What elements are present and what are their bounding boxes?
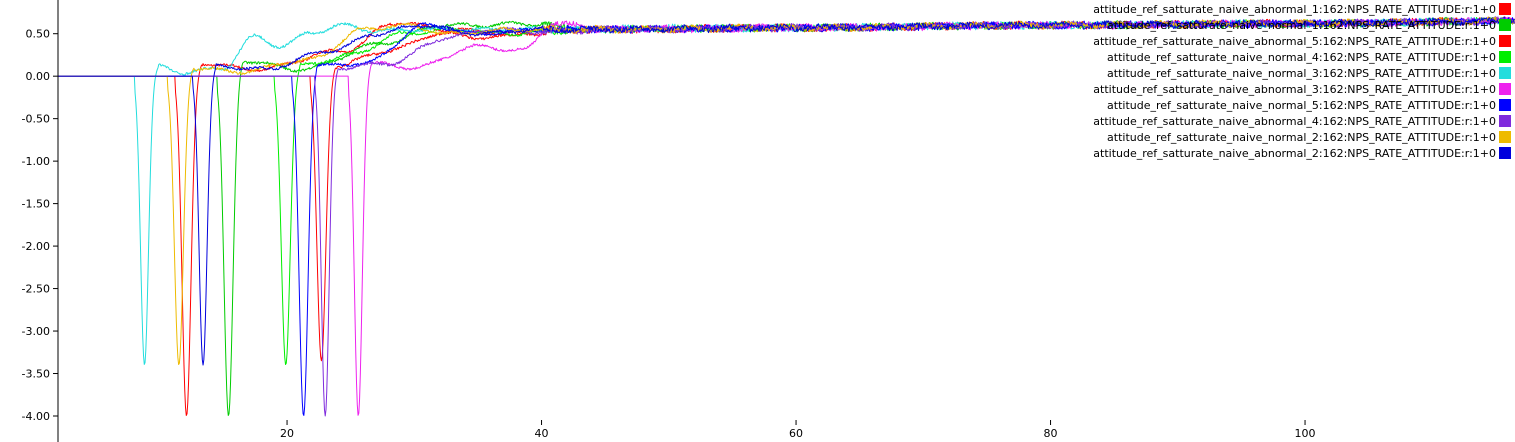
legend-label-4: attitude_ref_satturate_naive_normal_4:16… [1107, 51, 1496, 64]
x-tick-label: 20 [280, 427, 294, 440]
series-line-10 [58, 17, 1515, 366]
legend-swatch-3 [1499, 35, 1511, 47]
y-tick-label: -1.50 [22, 198, 50, 211]
y-tick-label: 0.50 [26, 28, 51, 41]
legend-label-7: attitude_ref_satturate_naive_normal_5:16… [1107, 99, 1496, 112]
x-tick-label: 60 [789, 427, 803, 440]
y-tick-label: -2.00 [22, 240, 50, 253]
y-tick-label: -1.00 [22, 155, 50, 168]
y-tick-label: -3.50 [22, 368, 50, 381]
y-tick-label: -2.50 [22, 283, 50, 296]
legend-label-5: attitude_ref_satturate_naive_normal_3:16… [1107, 67, 1496, 80]
legend-label-6: attitude_ref_satturate_naive_abnormal_3:… [1093, 83, 1496, 96]
legend-label-9: attitude_ref_satturate_naive_normal_2:16… [1107, 131, 1496, 144]
x-tick-label: 40 [535, 427, 549, 440]
legend-swatch-9 [1499, 131, 1511, 143]
x-tick-label: 80 [1044, 427, 1058, 440]
legend-swatch-2 [1499, 19, 1511, 31]
legend-swatch-4 [1499, 51, 1511, 63]
legend-swatch-7 [1499, 99, 1511, 111]
y-tick-label: 0.00 [26, 70, 51, 83]
legend-label-3: attitude_ref_satturate_naive_abnormal_5:… [1093, 35, 1496, 48]
legend-label-8: attitude_ref_satturate_naive_abnormal_4:… [1093, 115, 1496, 128]
legend: attitude_ref_satturate_naive_abnormal_1:… [1093, 3, 1511, 160]
series-line-9 [58, 16, 1515, 366]
legend-swatch-10 [1499, 147, 1511, 159]
legend-label-2: attitude_ref_satturate_naive_normal_1:16… [1107, 19, 1496, 32]
y-tick-label: -4.00 [22, 410, 50, 423]
series-line-7 [58, 16, 1515, 416]
y-tick-label: -0.50 [22, 113, 50, 126]
legend-swatch-1 [1499, 3, 1511, 15]
series-layer [58, 16, 1515, 417]
x-tick-label: 100 [1295, 427, 1316, 440]
legend-label-1: attitude_ref_satturate_naive_abnormal_1:… [1093, 3, 1496, 16]
legend-swatch-8 [1499, 115, 1511, 127]
legend-swatch-5 [1499, 67, 1511, 79]
y-tick-label: -3.00 [22, 325, 50, 338]
legend-swatch-6 [1499, 83, 1511, 95]
axis-layer: 0.50 0.00 -0.50 -1.00 -1.50 -2.00 -2.50 -3.00 -3… [22, 0, 1316, 442]
legend-label-10: attitude_ref_satturate_naive_abnormal_2:… [1093, 147, 1496, 160]
